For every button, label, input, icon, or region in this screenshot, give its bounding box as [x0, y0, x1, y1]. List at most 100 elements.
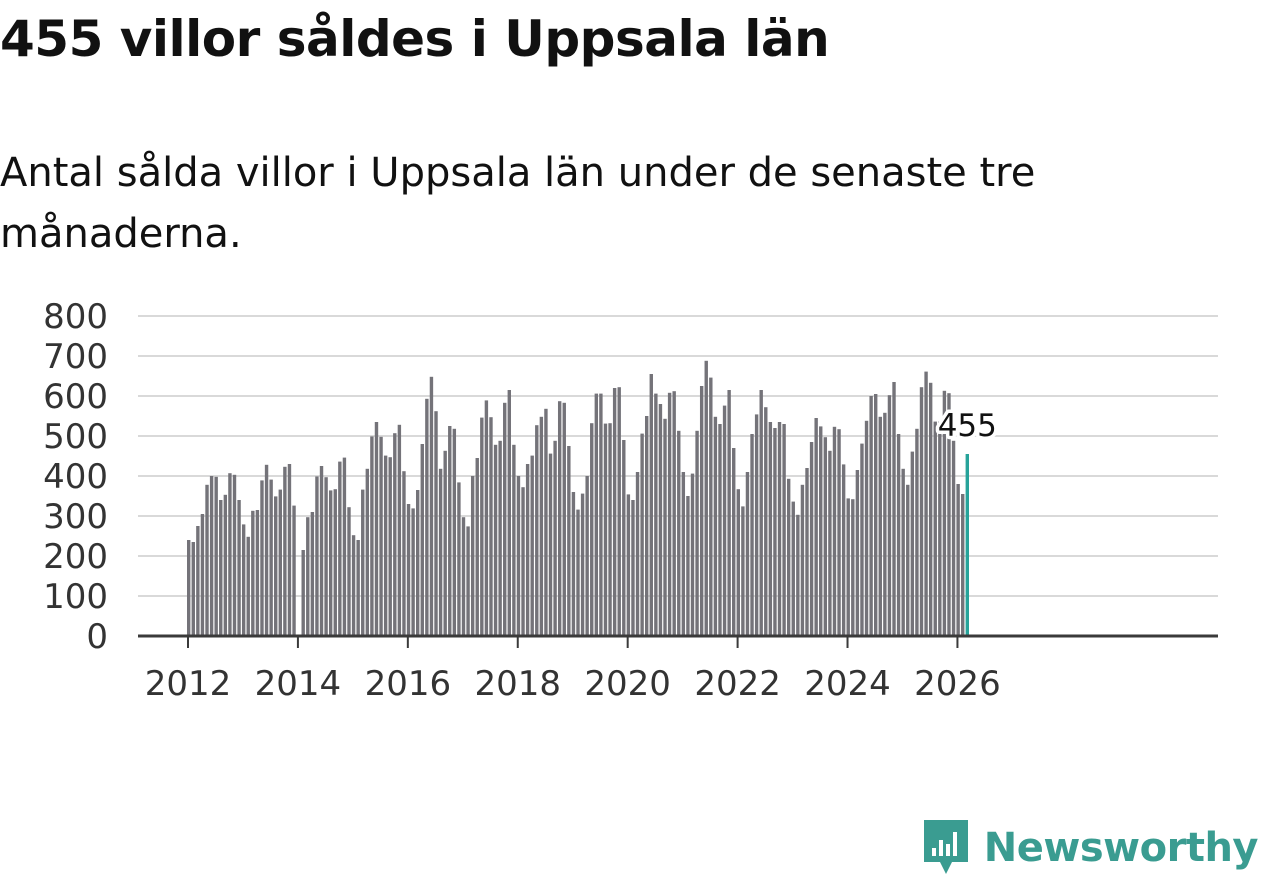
bar [219, 500, 223, 636]
bar [901, 468, 905, 636]
bar [443, 450, 447, 636]
bar [910, 451, 915, 636]
bar [658, 404, 663, 636]
bar [919, 387, 924, 636]
bar [896, 434, 901, 636]
bar [942, 390, 947, 636]
x-tick-label: 2026 [914, 664, 1001, 704]
bar [961, 494, 965, 636]
bar [191, 542, 195, 636]
bar [622, 440, 626, 636]
bar [782, 424, 786, 636]
bar [590, 423, 594, 636]
chart-subtitle: Antal sålda villor i Uppsala län under d… [0, 150, 1036, 257]
newsworthy-icon [923, 820, 968, 874]
bar [470, 476, 475, 636]
y-tick-label: 500 [43, 417, 108, 457]
bar [571, 492, 576, 636]
bar [246, 536, 250, 636]
bar [292, 505, 296, 636]
bar [567, 446, 571, 636]
bar [777, 422, 782, 636]
y-tick-label: 100 [43, 577, 108, 617]
bar [855, 470, 860, 636]
chart-title: 455 villor såldes i Uppsala län [0, 10, 830, 68]
bar [475, 458, 479, 636]
bar [562, 402, 566, 636]
bar [745, 472, 750, 636]
bar [938, 421, 942, 636]
bar [603, 423, 608, 636]
bar [933, 421, 937, 636]
bar [887, 395, 892, 636]
bar [370, 436, 374, 636]
bar [841, 464, 846, 636]
bar [498, 440, 502, 636]
bar [654, 393, 658, 636]
bar [489, 417, 493, 636]
bar [928, 382, 933, 636]
bar [612, 388, 617, 636]
bar [283, 466, 287, 636]
bar [736, 489, 740, 636]
bar [338, 461, 342, 636]
bar [324, 477, 328, 636]
bar [557, 401, 562, 636]
bar [713, 416, 718, 636]
bar [402, 471, 406, 636]
bar [851, 499, 855, 636]
bar [823, 437, 828, 636]
bar [406, 504, 411, 636]
bar [379, 436, 383, 636]
bar [319, 466, 324, 636]
bar-latest [965, 454, 969, 636]
bar [626, 494, 631, 636]
y-tick-label: 300 [43, 497, 108, 537]
bar [200, 514, 205, 636]
bar [832, 426, 837, 636]
bar [576, 509, 580, 636]
bar [906, 484, 910, 636]
bar [741, 506, 745, 636]
bar [878, 416, 882, 636]
bar [869, 396, 873, 636]
bar [228, 473, 232, 636]
bar [420, 444, 424, 636]
bar [333, 489, 337, 636]
bar [438, 468, 443, 636]
bar [947, 393, 951, 636]
bar [695, 430, 699, 636]
bar [631, 500, 635, 636]
bar [809, 442, 814, 636]
bar [351, 535, 356, 636]
bar [356, 540, 360, 636]
y-tick-label: 600 [43, 377, 108, 417]
bar [864, 420, 869, 636]
bar [269, 479, 273, 636]
bar [521, 487, 525, 636]
bar [397, 424, 402, 636]
bar [791, 501, 795, 636]
bar [365, 468, 370, 636]
y-tick-label: 400 [43, 457, 108, 497]
bar [425, 398, 429, 636]
x-tick-label: 2022 [694, 664, 781, 704]
bar [361, 489, 365, 636]
bar [484, 400, 489, 636]
bar [645, 416, 649, 636]
bar [328, 490, 333, 636]
bar [287, 464, 292, 636]
bar [232, 474, 237, 636]
bar [342, 457, 347, 636]
bars [187, 360, 969, 636]
bar [516, 476, 521, 636]
bar [223, 494, 228, 636]
bar [539, 416, 544, 636]
x-tick-label: 2012 [145, 664, 232, 704]
bar [535, 425, 539, 636]
bar [672, 391, 676, 636]
bar [306, 517, 310, 636]
bar [512, 444, 516, 636]
bar [924, 371, 928, 636]
bar [773, 428, 777, 636]
